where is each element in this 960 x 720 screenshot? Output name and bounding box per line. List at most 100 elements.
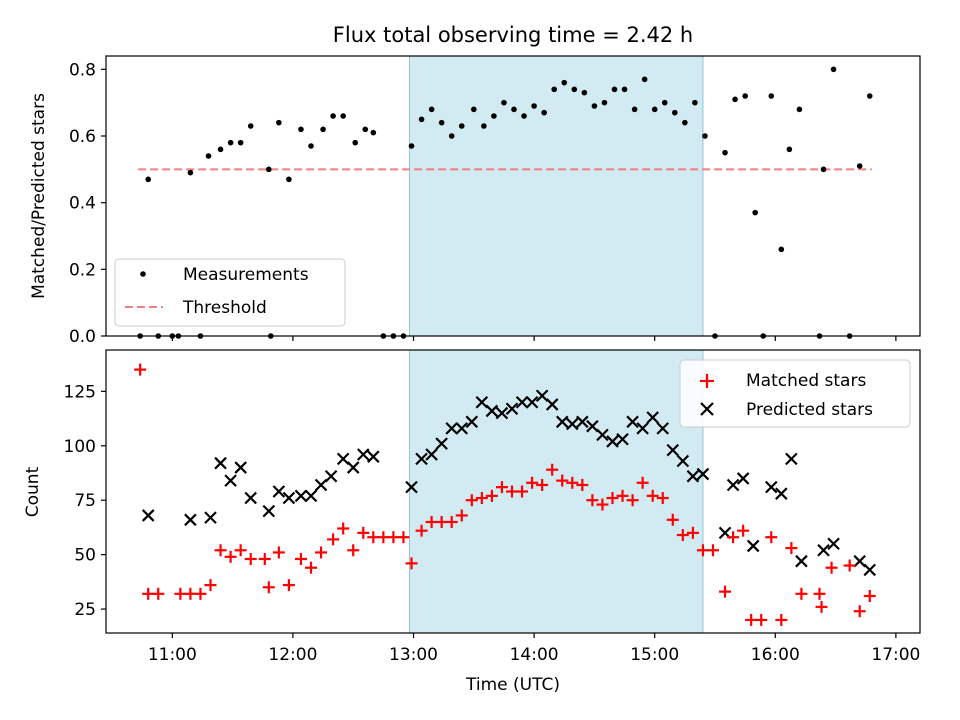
measurement-point [742,93,748,99]
predicted-star-point [586,419,599,433]
matched-star-point [337,522,350,535]
measurement-point [571,86,578,93]
predicted-star-point [314,478,328,492]
matched-star-point [184,587,197,600]
y-tick-label: 25 [74,600,96,620]
matched-star-point [536,478,549,491]
predicted-star-point [324,469,338,483]
measurement-point [591,103,598,109]
predicted-star-point [184,513,197,527]
measurement-point [531,103,537,109]
matched-star-point [815,600,828,613]
measurement-point [276,119,282,126]
x-tick-label: 15:00 [630,645,679,665]
measurement-point [641,76,648,83]
matched-star-point [445,515,458,528]
top-panel: 0.00.20.40.60.8 Matched/Predicted stars … [29,55,921,347]
measurement-point [227,139,234,146]
matched-star-point [719,585,732,598]
measurement-point [820,166,827,173]
matched-star-point [755,613,768,626]
measurement-point [266,166,272,173]
y-tick-label: 50 [74,546,96,566]
predicted-star-point [224,474,237,487]
predicted-star-point [294,489,308,503]
predicted-star-point [545,398,559,411]
measurement-point [621,86,628,93]
y-tick-label: 0.2 [69,260,96,280]
measurement-point [682,119,688,126]
predicted-star-point [863,563,877,577]
top-y-ticks: 0.0 0.2 0.4 0.6 0.8 [69,60,106,347]
predicted-star-point [795,554,808,568]
measurement-point [661,99,668,106]
matched-star-point [813,587,826,600]
predicted-star-point [775,487,788,500]
matched-star-point [425,515,438,528]
matched-star-point [214,544,227,557]
matched-stars-points [134,363,876,626]
matched-star-point [194,587,207,600]
predicted-star-point [234,461,247,474]
bottom-legend-box [679,359,911,428]
matched-star-point [152,587,165,600]
bottom-legend: Matched stars Predicted stars [679,359,911,428]
predicted-star-point [736,472,750,485]
measurement-point [481,123,487,129]
legend-threshold-label: Threshold [182,298,267,318]
matched-star-point [315,546,328,559]
legend-measurements-label: Measurements [183,265,309,285]
measurement-point [187,169,194,176]
matched-star-point [706,544,719,557]
predicted-star-point [764,480,778,494]
predicted-star-point [455,422,469,435]
matched-star-point [775,613,788,626]
matched-star-point [258,552,271,565]
predicted-star-point [666,443,680,457]
measurement-point [581,89,588,96]
legend-matched-label: Matched stars [746,371,866,391]
predicted-star-point [141,509,155,522]
predicted-star-point [262,504,276,518]
top-x-ticks [171,336,897,341]
predicted-star-point [304,489,318,503]
legend-predicted-marker [700,402,714,416]
measurement-point [340,113,346,119]
predicted-star-point [367,450,380,463]
bottom-y-axis-label: Count [23,466,43,517]
chart-title: Flux total observing time = 2.42 h [333,23,693,47]
matched-star-point [616,489,629,502]
predicted-star-point [566,417,579,431]
predicted-star-point [525,395,539,409]
measurement-point [866,93,873,99]
predicted-star-point [356,448,370,461]
measurement-point [491,113,497,119]
predicted-star-point [596,428,609,442]
matched-star-point [204,579,217,592]
top-legend-box [114,258,346,327]
predicted-star-point [282,491,296,505]
predicted-star-point [726,478,740,492]
bottom-shaded-span [408,349,704,634]
measurement-point [217,146,224,153]
predicted-star-point [555,415,569,429]
matched-star-point [485,489,498,502]
matched-star-point [234,544,247,557]
matched-star-point [737,524,750,537]
legend-measurements-marker [140,271,146,277]
predicted-star-point [746,539,760,553]
predicted-star-point [785,452,798,466]
matched-star-point [495,481,508,494]
measurement-point [320,126,326,133]
measurement-point [722,149,728,156]
measurement-point [471,106,477,113]
predicted-star-point [505,402,519,416]
predicted-star-point [425,448,438,461]
bottom-panel: 11:00 12:00 13:00 14:00 15:00 16:00 17:00 25 50… [23,349,921,695]
measurement-point [511,106,517,113]
predicted-star-point [636,422,649,435]
matched-star-point [863,589,876,602]
y-tick-label: 125 [64,382,96,402]
x-tick-label: 16:00 [751,645,800,665]
matched-star-point [134,363,147,376]
